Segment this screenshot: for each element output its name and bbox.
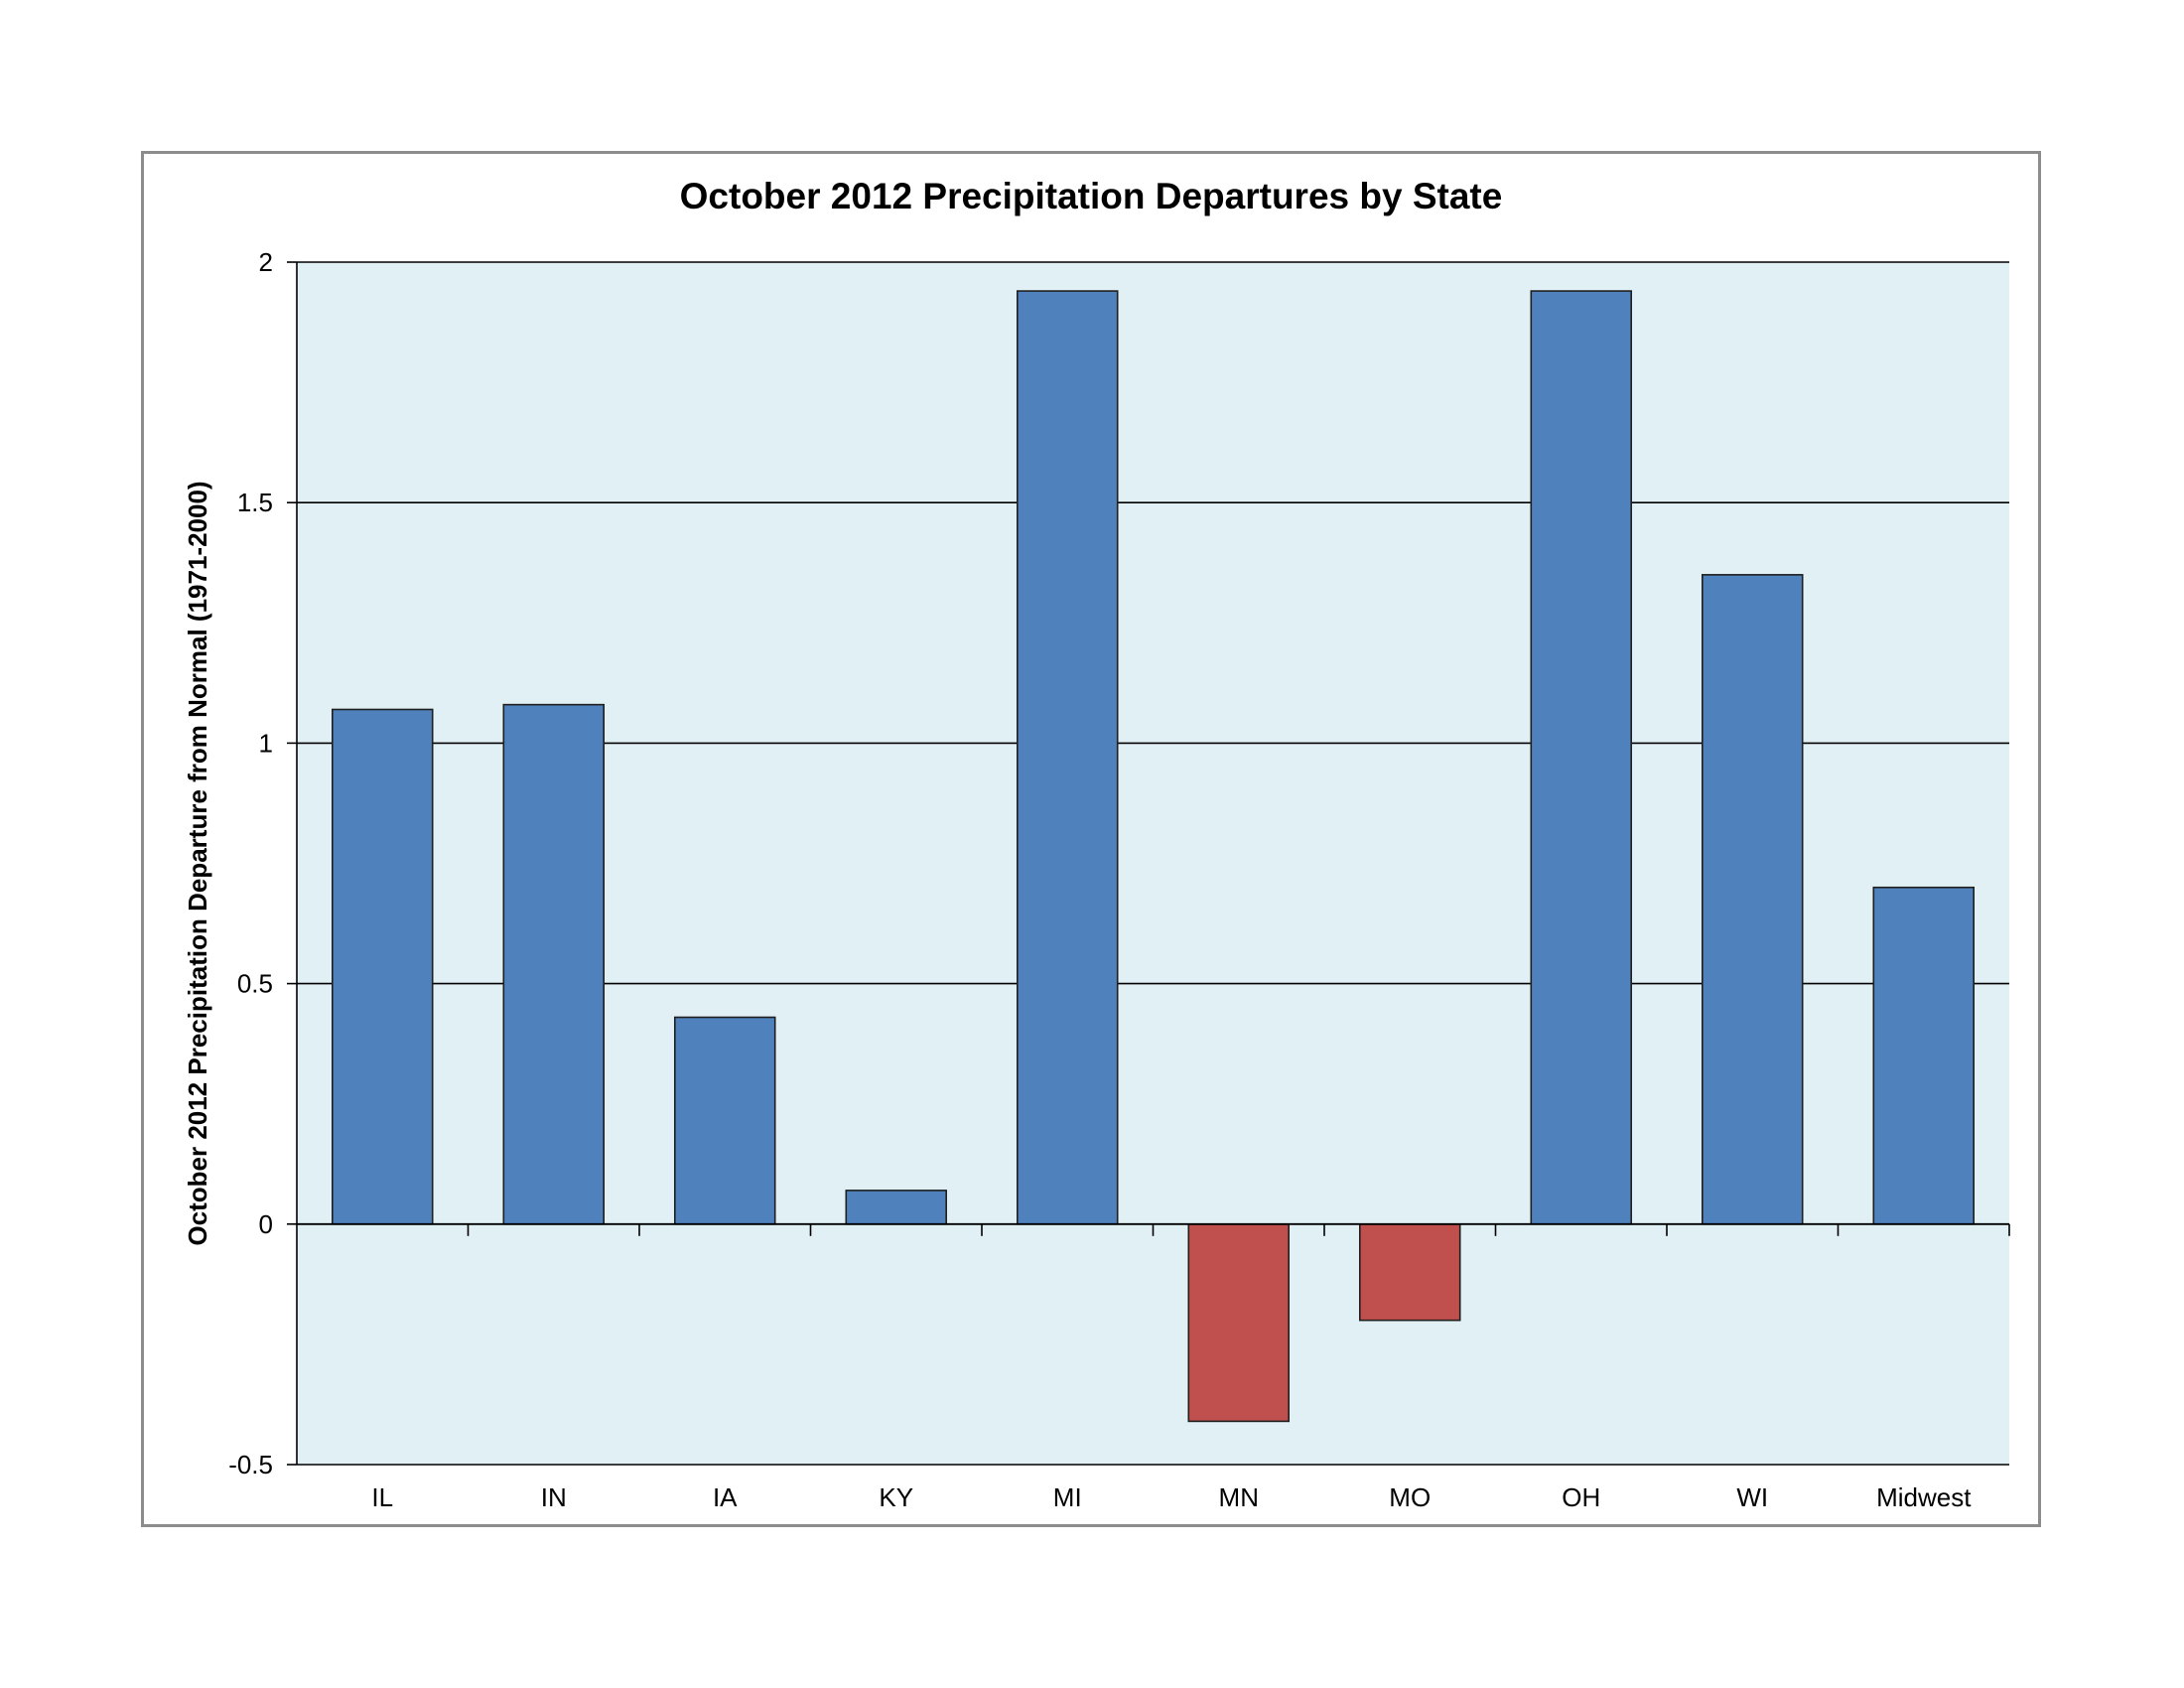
y-tick-label: -0.5 (228, 1450, 273, 1479)
x-tick-label: OH (1562, 1482, 1600, 1512)
x-tick-label: Midwest (1876, 1482, 1972, 1512)
x-axis (297, 1222, 2010, 1236)
bar-mi (1016, 290, 1119, 1225)
bar-il (331, 708, 434, 1225)
x-tick-label: MI (1053, 1482, 1082, 1512)
x-tick-label: MN (1219, 1482, 1259, 1512)
chart-title: October 2012 Precipitation Departures by… (679, 176, 1503, 216)
x-tick-label: IN (541, 1482, 567, 1512)
y-axis: 2 1.5 1 0.5 0 -0.5 (228, 247, 298, 1479)
x-tick-label: IA (713, 1482, 738, 1512)
bar-mn (1187, 1223, 1291, 1423)
bars (331, 290, 1976, 1423)
bar-wi (1701, 574, 1804, 1225)
bar-oh (1530, 290, 1633, 1225)
x-tick-label: KY (879, 1482, 913, 1512)
y-tick-label: 2 (259, 247, 273, 277)
y-tick-label: 1 (259, 728, 273, 758)
y-tick-label: 0.5 (237, 969, 273, 999)
y-tick-label: 0 (259, 1209, 273, 1239)
bar-in (502, 703, 606, 1225)
x-tick-label: MO (1389, 1482, 1431, 1512)
y-axis-title: October 2012 Precipitation Departure fro… (183, 481, 212, 1245)
bar-ia (673, 1016, 776, 1225)
bar-mo (1358, 1223, 1461, 1322)
bar-ky (845, 1190, 948, 1225)
x-tick-label: IL (371, 1482, 393, 1512)
x-tick-label: WI (1736, 1482, 1768, 1512)
x-axis-labels: IL IN IA KY MI MN MO OH WI Midwest (371, 1482, 1972, 1512)
y-tick-label: 1.5 (237, 488, 273, 517)
bar-midwest (1872, 886, 1976, 1225)
